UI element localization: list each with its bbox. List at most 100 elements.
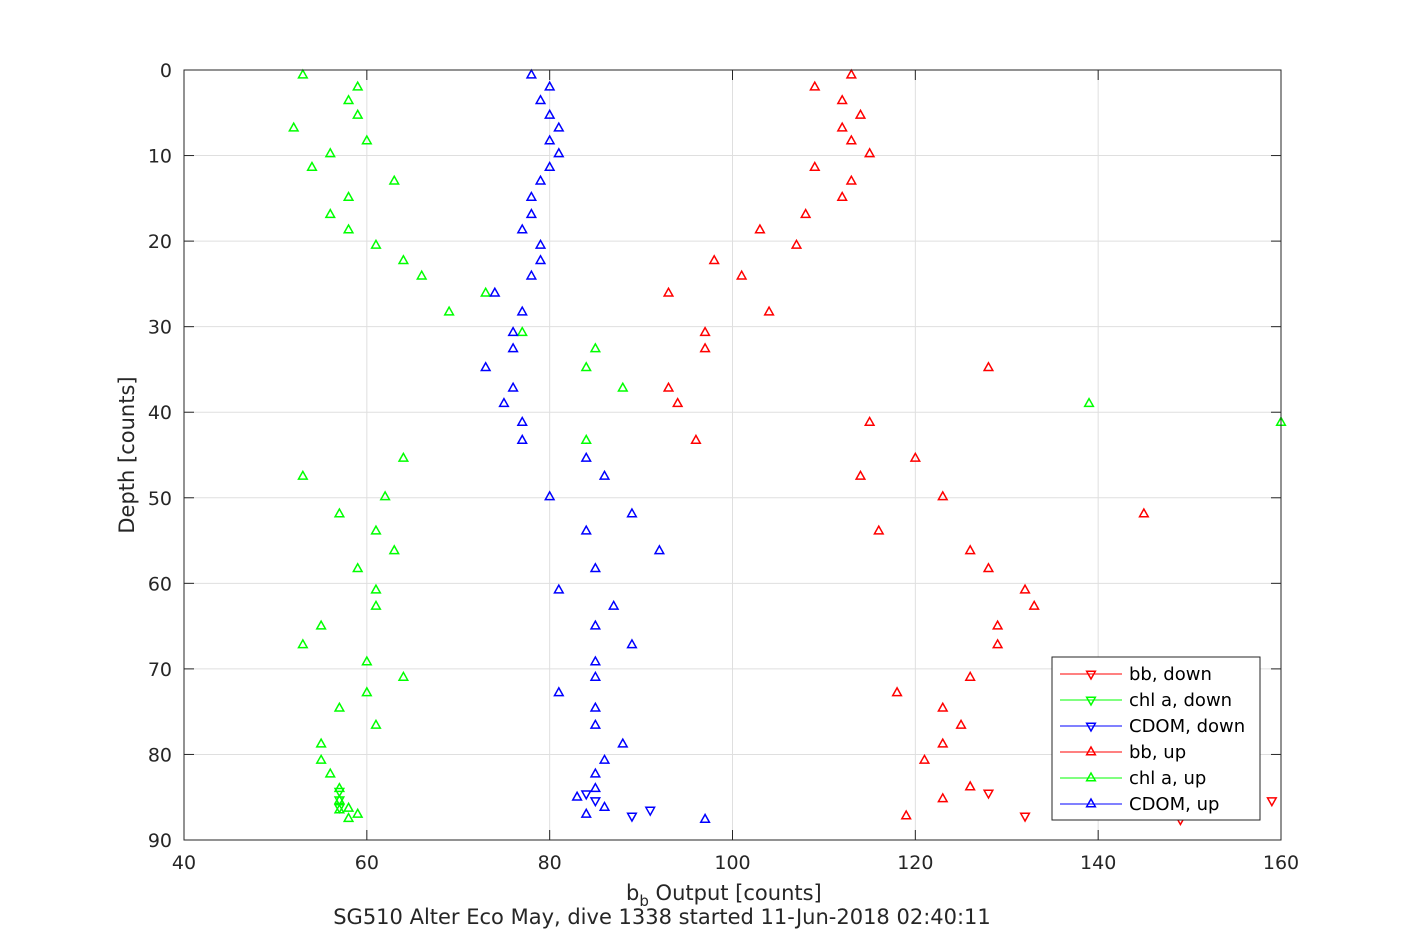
data-point	[580, 524, 592, 535]
data-point	[589, 767, 602, 778]
data-point	[873, 524, 885, 535]
data-point	[964, 670, 976, 681]
series-3	[662, 68, 1150, 820]
data-point	[672, 397, 684, 408]
x-axis-label-main: b	[626, 881, 639, 905]
data-point	[324, 208, 336, 219]
data-point	[809, 80, 821, 91]
data-point	[736, 269, 748, 280]
data-point	[571, 790, 583, 801]
data-point	[333, 794, 346, 805]
data-point	[836, 94, 848, 105]
data-point	[626, 638, 638, 649]
legend-label: chl a, down	[1129, 690, 1232, 711]
data-point	[534, 254, 547, 265]
x-tick-label: 40	[172, 852, 196, 874]
data-point	[955, 718, 967, 729]
y-tick-label: 90	[148, 830, 172, 852]
data-point	[333, 507, 346, 518]
data-point	[507, 342, 519, 353]
data-point	[553, 583, 565, 594]
data-point	[1019, 583, 1031, 594]
data-point	[370, 718, 382, 729]
data-point	[653, 544, 665, 555]
data-point	[342, 801, 355, 812]
data-point	[397, 254, 410, 265]
data-points	[288, 68, 1287, 826]
data-point	[863, 147, 876, 158]
data-point	[991, 619, 1004, 630]
data-point	[589, 701, 602, 712]
data-point	[324, 147, 336, 158]
data-point	[333, 782, 346, 793]
data-point	[516, 326, 528, 337]
data-point	[790, 238, 803, 249]
legend-entries: bb, down chl a, down CDOM, down bb, up chl a…	[1060, 664, 1245, 815]
data-point	[352, 807, 364, 818]
data-point	[361, 655, 373, 666]
data-point	[754, 223, 766, 234]
data-point	[525, 190, 538, 201]
x-tick-label: 100	[714, 852, 750, 874]
data-point	[333, 803, 346, 814]
data-point	[937, 792, 949, 803]
data-point	[800, 208, 812, 219]
data-point	[553, 121, 565, 132]
data-point	[315, 753, 327, 764]
axis-ticks: 40 60 80 100 120 140 160 0 10 20 30 40 50 60 70 80 90	[148, 60, 1299, 874]
y-tick-label: 50	[148, 488, 172, 510]
data-point	[608, 599, 620, 610]
data-point	[553, 147, 565, 158]
data-point	[662, 381, 675, 392]
data-point	[589, 562, 602, 573]
data-point	[516, 415, 528, 426]
data-point	[297, 469, 309, 480]
legend-marker	[1085, 797, 1097, 808]
data-point	[937, 701, 949, 712]
data-point	[525, 269, 538, 280]
data-point	[863, 415, 876, 426]
legend-entry: chl a, down	[1060, 690, 1232, 711]
x-axis-label-rest: Output [counts]	[649, 881, 822, 905]
data-point	[1138, 507, 1150, 518]
data-point	[598, 800, 611, 811]
data-point	[480, 361, 492, 372]
data-point	[1083, 397, 1095, 408]
data-point	[626, 812, 638, 823]
data-point	[937, 737, 949, 748]
data-point	[324, 767, 336, 778]
y-tick-label: 30	[148, 317, 172, 339]
data-point	[333, 701, 346, 712]
chart-subtitle: SG510 Alter Eco May, dive 1338 started 1…	[333, 905, 991, 929]
legend-entry: chl a, up	[1060, 768, 1206, 789]
legend-marker	[1085, 745, 1097, 756]
data-point	[690, 433, 702, 444]
data-point	[644, 806, 656, 817]
data-point	[342, 190, 355, 201]
series-5	[480, 68, 711, 823]
legend-label: CDOM, up	[1129, 794, 1219, 815]
data-point	[297, 638, 309, 649]
data-point	[982, 562, 995, 573]
x-tick-label: 60	[355, 852, 379, 874]
data-point	[342, 812, 355, 823]
data-point	[891, 686, 903, 697]
legend-marker	[1085, 722, 1097, 733]
data-point	[306, 161, 318, 172]
data-point	[708, 254, 720, 265]
data-point	[342, 223, 355, 234]
data-point	[534, 238, 547, 249]
data-point	[918, 753, 931, 764]
data-point	[598, 753, 611, 764]
data-point	[534, 94, 547, 105]
data-point	[580, 807, 592, 818]
data-point	[443, 305, 455, 316]
legend-entry: bb, up	[1060, 742, 1186, 763]
data-point	[525, 68, 538, 79]
data-point	[845, 174, 857, 185]
data-point	[580, 790, 592, 801]
y-tick-label: 80	[148, 744, 172, 766]
series-2	[580, 790, 656, 823]
data-point	[836, 190, 848, 201]
